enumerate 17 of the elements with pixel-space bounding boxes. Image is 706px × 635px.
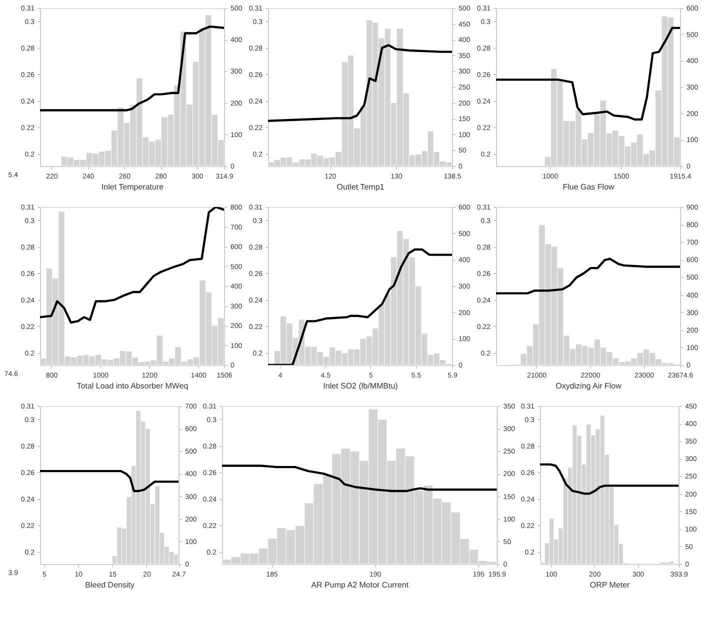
- x-axis-title: Bleed Density: [85, 580, 134, 590]
- x-axis-title: Oxydizing Air Flow: [556, 382, 622, 390]
- line-series: [268, 44, 452, 122]
- x-axis-title: Total Load into Absorber MWeq: [76, 382, 188, 390]
- x-axis-title: Outlet Temp1: [336, 182, 385, 192]
- x-axis-title: Inlet Temperature: [101, 182, 164, 192]
- line-series: [540, 463, 679, 495]
- x-axis-title: Inlet SO2 (lb/MMBtu): [323, 382, 398, 390]
- line-series: [496, 258, 680, 294]
- line-series: [222, 464, 497, 492]
- line-series: [40, 25, 224, 112]
- x-axis-title: Flue Gas Flow: [562, 182, 615, 192]
- line-series: [40, 470, 179, 492]
- x-axis-title: ORP Meter: [590, 580, 630, 590]
- line-series: [496, 26, 680, 121]
- x-axis-title: AR Pump A2 Motor Current: [311, 580, 410, 590]
- line-series: [40, 207, 224, 324]
